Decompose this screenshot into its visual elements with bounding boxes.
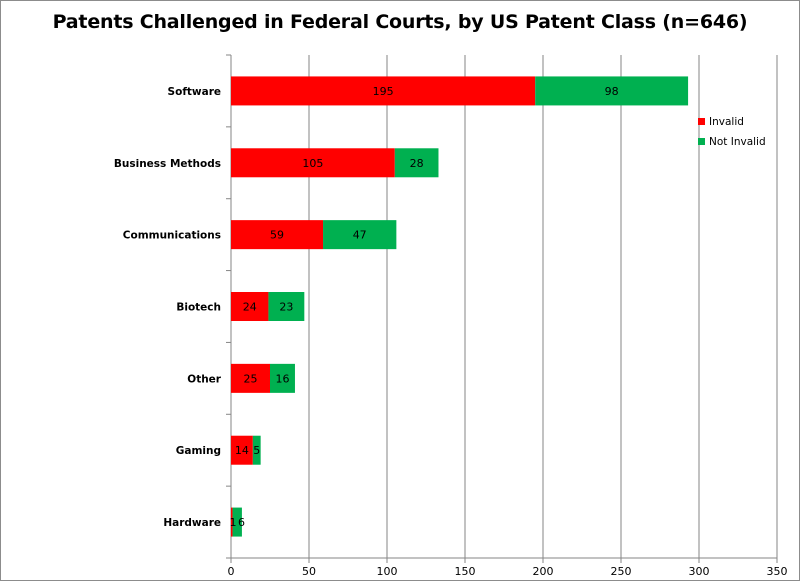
chart-title: Patents Challenged in Federal Courts, by… (52, 11, 748, 33)
data-label-software-not-invalid: 98 (605, 85, 619, 98)
data-label-communications-not-invalid: 47 (353, 229, 367, 242)
bar-software-invalid (231, 76, 536, 106)
data-label-biotech-invalid: 24 (243, 301, 257, 314)
bar-hardware-invalid (231, 507, 233, 537)
data-label-biotech-not-invalid: 23 (279, 301, 293, 314)
x-tick-label: 300 (689, 565, 710, 578)
x-tick-label: 250 (611, 565, 632, 578)
category-label-biotech: Biotech (176, 302, 221, 314)
bar-business-methods-invalid (231, 148, 395, 178)
data-label-communications-invalid: 59 (270, 229, 284, 242)
legend-swatch-invalid (698, 118, 705, 125)
x-tick-label: 350 (767, 565, 788, 578)
legend-swatch-not-invalid (698, 138, 705, 145)
data-label-hardware-not-invalid: 6 (238, 516, 245, 529)
category-label-gaming: Gaming (176, 445, 221, 457)
category-label-software: Software (168, 86, 221, 98)
x-tick-label: 0 (228, 565, 235, 578)
bar-biotech-not-invalid (268, 292, 305, 321)
bar-business-methods-not-invalid (394, 148, 439, 178)
bar-hardware-not-invalid (232, 507, 242, 537)
bar-other-invalid (231, 363, 270, 393)
category-label-other: Other (187, 373, 222, 385)
bar-communications-invalid (231, 220, 324, 250)
bar-other-not-invalid (270, 363, 295, 393)
bar-communications-not-invalid (323, 220, 397, 250)
x-tick-label: 200 (533, 565, 554, 578)
bar-biotech-invalid (231, 292, 269, 321)
x-tick-label: 150 (455, 565, 476, 578)
data-label-other-not-invalid: 16 (275, 372, 289, 385)
category-label-business-methods: Business Methods (114, 158, 221, 170)
bar-gaming-not-invalid (252, 435, 261, 465)
data-label-gaming-invalid: 14 (235, 444, 249, 457)
data-label-hardware-invalid: 1 (230, 516, 237, 529)
category-label-communications: Communications (123, 230, 221, 242)
legend-label-invalid: Invalid (709, 116, 744, 128)
x-tick-label: 100 (377, 565, 398, 578)
x-tick-label: 50 (302, 565, 316, 578)
bar-gaming-invalid (231, 435, 253, 465)
data-label-business-methods-invalid: 105 (302, 157, 323, 170)
data-label-other-invalid: 25 (244, 372, 258, 385)
bar-software-not-invalid (535, 76, 689, 106)
category-label-hardware: Hardware (163, 517, 221, 529)
legend-label-not-invalid: Not Invalid (709, 136, 766, 148)
data-label-software-invalid: 195 (373, 85, 394, 98)
data-label-business-methods-not-invalid: 28 (410, 157, 424, 170)
data-label-gaming-not-invalid: 5 (253, 444, 260, 457)
